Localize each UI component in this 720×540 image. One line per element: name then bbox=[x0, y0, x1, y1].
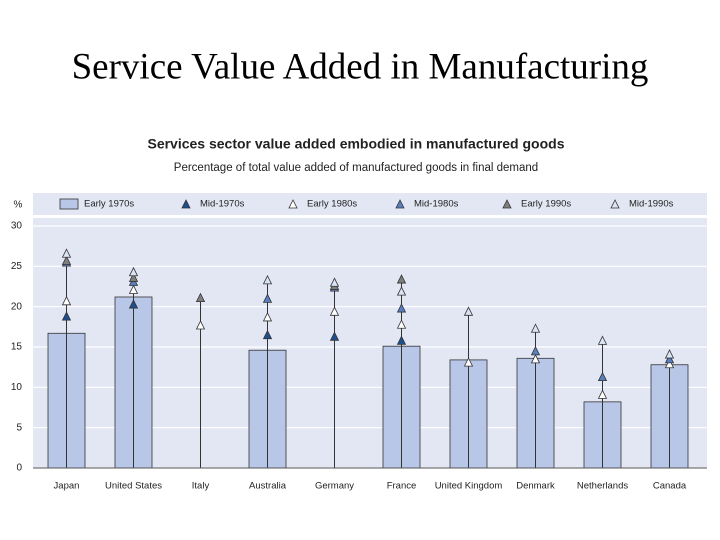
marker bbox=[396, 335, 407, 345]
y-axis-label: % bbox=[14, 200, 23, 211]
marker bbox=[128, 266, 139, 277]
chart-subtitle: Percentage of total value added of manuf… bbox=[174, 162, 538, 174]
marker bbox=[61, 248, 72, 258]
marker bbox=[61, 255, 72, 265]
legend-label: Mid-1980s bbox=[414, 199, 459, 210]
legend-swatch bbox=[610, 199, 620, 209]
marker bbox=[396, 303, 407, 313]
marker bbox=[530, 323, 541, 333]
y-tick-label: 15 bbox=[11, 342, 23, 353]
marker bbox=[530, 354, 541, 364]
marker bbox=[329, 306, 340, 316]
legend-swatch bbox=[502, 199, 512, 209]
marker bbox=[329, 331, 340, 341]
y-tick-label: 25 bbox=[11, 261, 23, 272]
x-tick-label: Italy bbox=[192, 481, 210, 492]
y-tick-label: 30 bbox=[11, 221, 23, 232]
marker bbox=[664, 349, 675, 359]
marker bbox=[597, 371, 608, 382]
y-tick-label: 5 bbox=[16, 422, 22, 433]
x-tick-label: Australia bbox=[249, 481, 287, 492]
marker bbox=[128, 299, 139, 309]
legend-label: Early 1970s bbox=[84, 199, 134, 210]
legend-band bbox=[33, 193, 707, 215]
legend-label: Early 1990s bbox=[521, 199, 571, 210]
legend-label: Mid-1990s bbox=[629, 199, 674, 210]
x-tick-label: Canada bbox=[653, 481, 687, 492]
marker bbox=[664, 354, 675, 364]
marker bbox=[463, 357, 474, 367]
marker bbox=[262, 329, 273, 340]
x-tick-label: United Kingdom bbox=[435, 481, 503, 492]
marker bbox=[262, 312, 273, 322]
marker bbox=[195, 292, 206, 303]
x-tick-label: Germany bbox=[315, 481, 354, 492]
marker bbox=[128, 284, 139, 294]
y-tick-label: 20 bbox=[11, 301, 23, 312]
marker bbox=[262, 274, 273, 285]
legend-swatch bbox=[288, 199, 298, 209]
legend-swatch bbox=[59, 198, 79, 210]
legend-swatch bbox=[395, 199, 405, 209]
x-tick-label: France bbox=[387, 481, 417, 492]
marker bbox=[61, 311, 72, 321]
marker bbox=[61, 295, 72, 306]
x-tick-label: Netherlands bbox=[577, 481, 628, 492]
chart-title: Services sector value added embodied in … bbox=[147, 136, 564, 152]
marker bbox=[396, 286, 407, 296]
slide-title: Service Value Added in Manufacturing bbox=[72, 46, 649, 87]
marker bbox=[128, 272, 139, 282]
marker bbox=[530, 345, 541, 356]
marker bbox=[597, 389, 608, 399]
legend-label: Mid-1970s bbox=[200, 199, 245, 210]
marker bbox=[396, 319, 407, 329]
x-tick-label: Denmark bbox=[516, 481, 555, 492]
legend-label: Early 1980s bbox=[307, 199, 357, 210]
x-tick-label: Japan bbox=[54, 481, 80, 492]
x-tick-label: United States bbox=[105, 481, 162, 492]
legend-swatch bbox=[181, 199, 191, 209]
y-tick-label: 10 bbox=[11, 382, 23, 393]
marker bbox=[262, 293, 273, 303]
marker bbox=[195, 320, 206, 330]
marker bbox=[463, 306, 474, 316]
marker bbox=[396, 274, 407, 284]
marker bbox=[597, 335, 608, 345]
marker bbox=[664, 358, 675, 369]
marker bbox=[329, 277, 340, 287]
y-tick-label: 0 bbox=[16, 463, 22, 474]
